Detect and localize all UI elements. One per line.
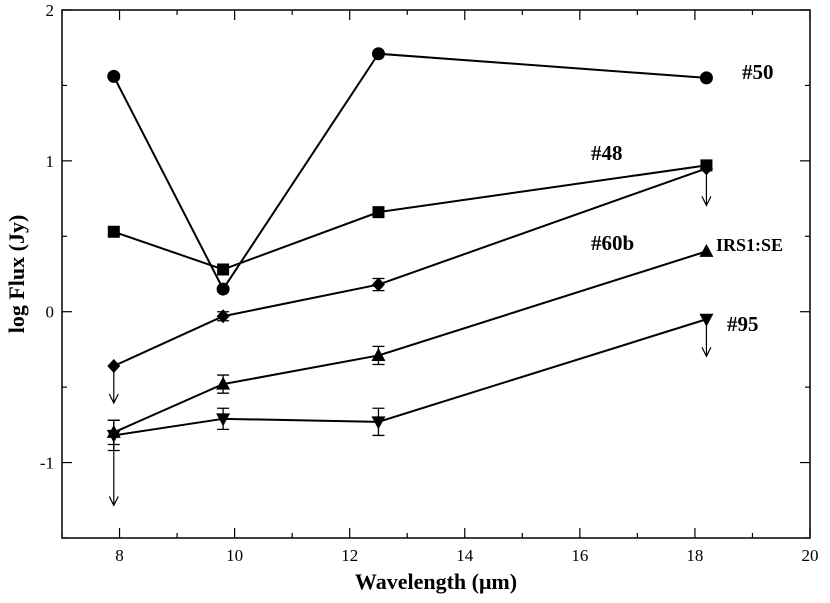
series-95-line bbox=[113, 318, 707, 437]
series-label-60b: #60b bbox=[591, 231, 634, 255]
x-tick-label: 14 bbox=[456, 546, 474, 565]
series-50-point bbox=[107, 69, 121, 83]
series-irs1-se-point bbox=[699, 243, 714, 257]
series-labels: #50 #48 #60b IRS1:SE #95 bbox=[591, 60, 783, 336]
x-tick-label: 20 bbox=[802, 546, 819, 565]
series-50 bbox=[107, 47, 713, 296]
series-50-line bbox=[112, 52, 707, 292]
y-axis-label: log Flux (Jy) bbox=[4, 215, 29, 334]
y-tick-label: 1 bbox=[46, 152, 55, 171]
series-60b-point bbox=[371, 277, 385, 292]
y-tick-label: 0 bbox=[46, 303, 55, 322]
x-tick-label: 12 bbox=[341, 546, 358, 565]
x-axis-label: Wavelength (μm) bbox=[355, 569, 517, 594]
x-tick-label: 16 bbox=[571, 546, 588, 565]
series-60b-point bbox=[107, 359, 121, 374]
series-label-irs1-se: IRS1:SE bbox=[716, 235, 783, 255]
series-60b bbox=[107, 161, 713, 405]
series-60b-point bbox=[699, 161, 713, 176]
series-95-point bbox=[699, 313, 714, 327]
series-irs1-se-point bbox=[371, 347, 386, 361]
series-48-point bbox=[372, 206, 385, 219]
series-50-point bbox=[699, 71, 713, 85]
series-48-point bbox=[107, 225, 120, 238]
y-tick-label: -1 bbox=[40, 454, 54, 473]
series-95-point bbox=[216, 413, 231, 427]
y-axis-ticks: -1 0 1 2 bbox=[40, 1, 810, 539]
series-label-48: #48 bbox=[591, 141, 623, 165]
series-label-95: #95 bbox=[727, 312, 759, 336]
series-irs1-se-line bbox=[113, 250, 707, 434]
series-50-point bbox=[216, 282, 230, 296]
plot-frame bbox=[61, 9, 811, 539]
series-label-50: #50 bbox=[742, 60, 774, 84]
series-irs1-se-point bbox=[216, 376, 231, 390]
x-tick-label: 18 bbox=[686, 546, 703, 565]
y-tick-label: 2 bbox=[46, 1, 55, 20]
series-95-upper-limit-arrow bbox=[108, 435, 119, 507]
series-layer bbox=[106, 47, 714, 507]
series-50-point bbox=[371, 47, 385, 61]
x-axis-ticks: 8 10 12 14 16 18 20 bbox=[61, 10, 819, 565]
series-95-point bbox=[371, 416, 386, 430]
x-tick-label: 10 bbox=[226, 546, 243, 565]
x-tick-label: 8 bbox=[115, 546, 124, 565]
series-95 bbox=[106, 313, 714, 507]
series-95-point bbox=[106, 429, 121, 443]
series-60b-line bbox=[113, 167, 707, 367]
series-48-point bbox=[217, 263, 230, 276]
series-48-line bbox=[113, 164, 707, 271]
series-60b-point bbox=[216, 309, 230, 324]
series-48 bbox=[107, 159, 713, 276]
